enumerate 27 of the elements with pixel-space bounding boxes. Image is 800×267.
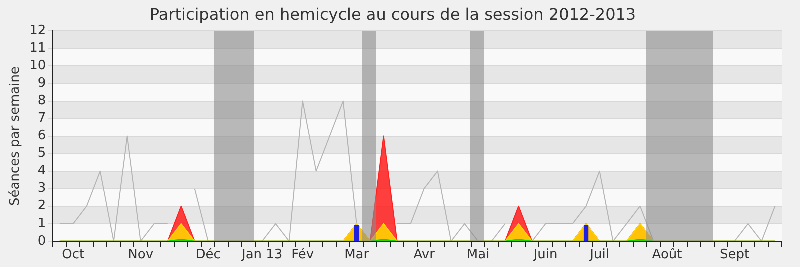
- x-tick-label: Août: [652, 248, 682, 263]
- y-tick-label: 1: [38, 216, 46, 232]
- x-tick-label: Oct: [62, 248, 85, 263]
- y-tick-label: 7: [38, 111, 46, 126]
- x-tick-label: Mar: [344, 248, 370, 263]
- y-tick-label: 12: [30, 24, 46, 39]
- y-tick-label: 5: [38, 146, 46, 162]
- y-tick-label: 4: [38, 164, 46, 179]
- x-tick-label: Nov: [128, 248, 154, 263]
- x-tick-label: Avr: [414, 248, 436, 263]
- x-tick-label: Fév: [292, 248, 314, 263]
- chart-title: Participation en hemicycle au cours de la session 2012-2013: [150, 4, 636, 24]
- x-tick-label: Mai: [466, 248, 490, 263]
- y-tick-label: 3: [38, 181, 46, 196]
- y-tick-label: 8: [38, 94, 46, 109]
- x-tick-label: Jan 13: [240, 248, 283, 263]
- x-tick-label: Sept: [720, 248, 750, 263]
- y-tick-label: 10: [30, 58, 46, 74]
- x-tick-label: Juil: [589, 248, 610, 263]
- y-tick-label: 6: [38, 128, 46, 144]
- y-tick-label: 9: [38, 76, 46, 92]
- y-tick-label: 11: [30, 41, 46, 56]
- y-axis-title: Séances par semaine: [8, 66, 24, 206]
- y-tick-label: 2: [38, 198, 46, 214]
- x-tick-label: Juin: [532, 248, 558, 263]
- x-tick-label: Déc: [196, 248, 221, 263]
- y-tick-label: 0: [38, 234, 46, 249]
